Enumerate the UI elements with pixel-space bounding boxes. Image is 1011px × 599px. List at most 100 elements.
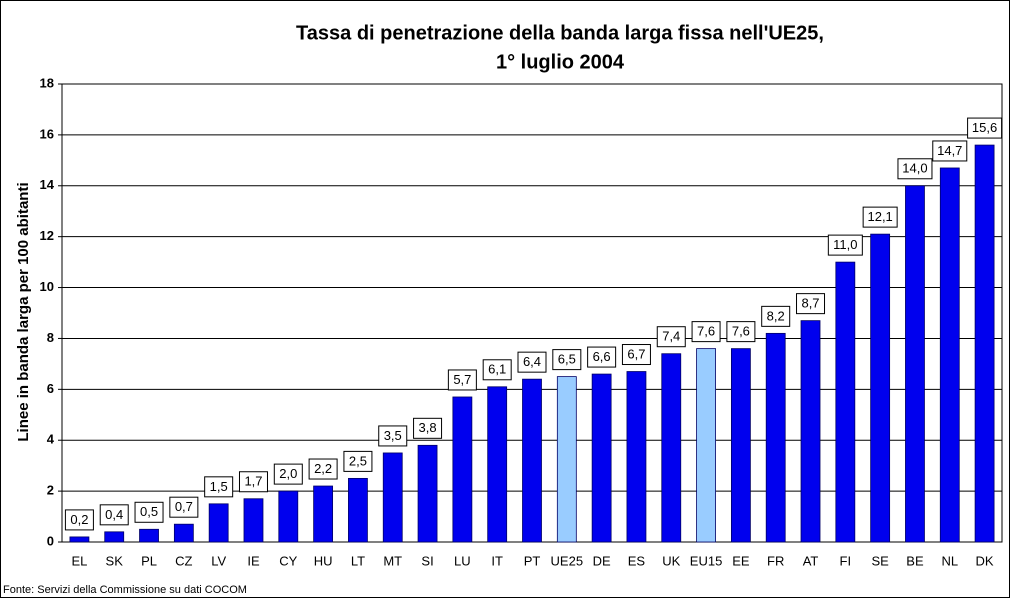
- x-tick-label: UK: [662, 553, 680, 568]
- bar: [556, 376, 577, 543]
- chart-title: 1° luglio 2004: [496, 51, 625, 73]
- data-label: 6,4: [523, 354, 541, 369]
- x-tick-label: CY: [279, 553, 297, 568]
- x-tick-label: BE: [906, 553, 924, 568]
- x-tick-label: EU15: [690, 553, 723, 568]
- chart-title: Tassa di penetrazione della banda larga …: [296, 22, 824, 44]
- data-label-box: [726, 321, 756, 343]
- data-label: 2,5: [349, 453, 367, 468]
- bar: [208, 503, 229, 543]
- x-tick-label: IT: [491, 553, 503, 568]
- y-tick-label: 2: [47, 483, 54, 498]
- bar: [905, 185, 925, 543]
- data-label-box: [761, 305, 791, 327]
- x-tick-label: PT: [524, 553, 541, 568]
- bar: [382, 452, 403, 543]
- data-label: 0,5: [140, 504, 158, 519]
- data-label-box: [932, 140, 968, 162]
- x-tick-label: CZ: [175, 553, 192, 568]
- x-tick-label: PL: [141, 553, 157, 568]
- x-tick-label: SI: [421, 553, 433, 568]
- y-tick-label: 4: [47, 432, 55, 447]
- data-label-box: [621, 344, 651, 366]
- x-tick-label: LV: [211, 553, 226, 568]
- x-tick-label: LT: [351, 553, 365, 568]
- data-label: 14,7: [937, 143, 962, 158]
- bar: [104, 531, 125, 543]
- data-label-box: [517, 351, 547, 373]
- data-label: 7,6: [697, 324, 715, 339]
- data-label-box: [343, 450, 373, 472]
- bar: [800, 320, 821, 543]
- bar: [765, 332, 786, 543]
- y-tick-label: 10: [40, 279, 54, 294]
- data-label: 11,0: [833, 237, 857, 252]
- data-label-box: [862, 206, 898, 228]
- bar: [313, 485, 334, 543]
- source: Fonte: Servizi della Commissione su dati…: [3, 584, 247, 596]
- bar: [939, 167, 960, 543]
- bar: [974, 144, 995, 543]
- bar: [696, 348, 716, 543]
- data-label: 5,7: [453, 372, 471, 387]
- x-tick-label: EE: [732, 553, 750, 568]
- data-label-box: [413, 417, 443, 439]
- data-label-box: [204, 476, 234, 498]
- data-label-box: [447, 369, 477, 391]
- x-tick-label: DE: [593, 553, 611, 568]
- y-tick-label: 8: [47, 330, 54, 345]
- bar: [487, 386, 508, 543]
- bar: [661, 353, 682, 543]
- x-tick-label: FI: [840, 553, 852, 568]
- data-label: 3,5: [384, 428, 402, 443]
- data-label: 2,0: [279, 466, 297, 481]
- data-label: 0,7: [175, 499, 193, 514]
- x-tick-label: EL: [71, 553, 87, 568]
- data-label: 7,4: [662, 329, 680, 344]
- data-label-box: [378, 425, 408, 447]
- bar: [870, 233, 891, 543]
- bar: [452, 396, 473, 543]
- x-tick-label: SK: [106, 553, 124, 568]
- data-label-box: [827, 234, 863, 256]
- bar: [730, 348, 751, 543]
- data-label: 14,0: [902, 161, 927, 176]
- data-label: 7,6: [732, 324, 750, 339]
- data-label: 0,4: [105, 507, 123, 522]
- x-tick-label: MT: [383, 553, 402, 568]
- x-tick-label: IE: [247, 553, 260, 568]
- bar: [69, 536, 90, 543]
- x-tick-label: SE: [871, 553, 889, 568]
- data-label: 6,5: [558, 352, 576, 367]
- data-label: 6,7: [627, 346, 645, 361]
- data-label-box: [99, 504, 129, 526]
- bar: [139, 528, 159, 543]
- y-tick-label: 16: [40, 126, 54, 141]
- bar: [417, 444, 438, 543]
- bar: [173, 523, 194, 543]
- data-label-box: [238, 471, 268, 493]
- data-label: 1,5: [210, 479, 228, 494]
- data-label-box: [967, 117, 1003, 139]
- data-label-box: [656, 326, 686, 348]
- data-label: 3,8: [419, 420, 437, 435]
- data-label-box: [552, 349, 582, 371]
- bar: [348, 477, 368, 543]
- x-tick-label: FR: [767, 553, 784, 568]
- y-tick-label: 14: [40, 177, 55, 192]
- y-tick-label: 18: [40, 75, 54, 90]
- bar: [835, 261, 856, 543]
- y-tick-label: 0: [47, 533, 54, 548]
- data-label-box: [169, 496, 199, 518]
- x-tick-label: NL: [941, 553, 958, 568]
- bar: [243, 498, 264, 543]
- data-label: 0,2: [70, 512, 88, 527]
- bar: [591, 373, 612, 543]
- data-label: 12,1: [867, 209, 892, 224]
- data-label: 6,6: [593, 349, 611, 364]
- data-label-box: [273, 463, 303, 485]
- data-label: 8,2: [767, 308, 785, 323]
- bar: [278, 490, 299, 543]
- y-axis-label: Linee in banda larga per 100 abitanti: [15, 182, 32, 441]
- data-label: 15,6: [972, 120, 997, 135]
